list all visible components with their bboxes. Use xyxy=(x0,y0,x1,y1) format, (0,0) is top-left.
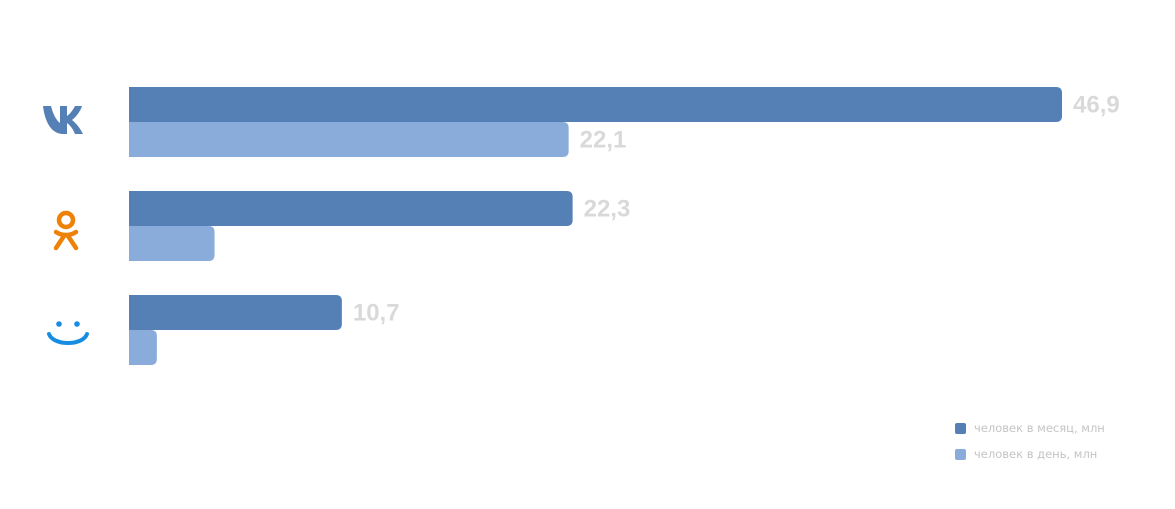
bars-group xyxy=(129,87,1062,365)
bar-monthly-3 xyxy=(129,295,342,330)
bar-daily-2 xyxy=(129,226,215,261)
legend-swatch-daily xyxy=(955,448,966,460)
bar-daily-1 xyxy=(129,122,569,157)
legend-label-daily: человек в день, млн xyxy=(974,447,1098,461)
bar-value-label-monthly-2: 22,3 xyxy=(584,196,631,223)
bar-value-label-daily-1: 22,1 xyxy=(580,127,627,154)
bar-value-label-monthly-3: 10,7 xyxy=(353,300,400,327)
legend-item-daily: человек в день, млн xyxy=(955,446,1105,462)
legend: человек в месяц, млн человек в день, млн xyxy=(955,420,1105,472)
legend-item-monthly: человек в месяц, млн xyxy=(955,420,1105,436)
bar-daily-3 xyxy=(129,330,157,365)
legend-swatch-monthly xyxy=(955,422,966,434)
bar-monthly-2 xyxy=(129,191,573,226)
moimir-icon xyxy=(47,321,89,345)
bar-labels-group: 46,9 22,3 10,7 22,1 xyxy=(353,92,1120,327)
odnoklassniki-icon xyxy=(53,210,79,251)
vk-icon xyxy=(43,106,83,134)
bar-value-label-monthly-1: 46,9 xyxy=(1073,92,1120,119)
legend-label-monthly: человек в месяц, млн xyxy=(974,421,1105,435)
bar-monthly-1 xyxy=(129,87,1062,122)
